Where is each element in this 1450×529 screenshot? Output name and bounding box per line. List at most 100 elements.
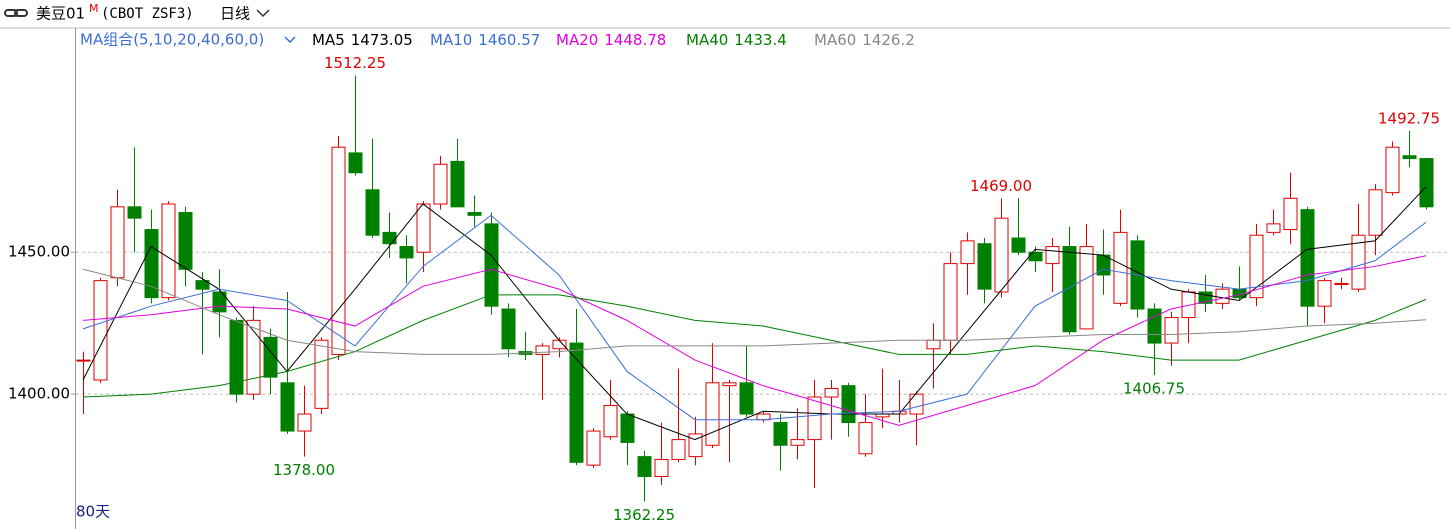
ma-name: MA60 xyxy=(814,31,856,49)
candle-body xyxy=(1062,246,1077,333)
candle-body xyxy=(416,203,431,253)
candle-body xyxy=(994,217,1009,293)
extreme-label: 1492.75 xyxy=(1378,109,1440,127)
candle-body xyxy=(620,413,635,443)
ma-line xyxy=(82,214,1427,421)
ma-last: 1448.78 xyxy=(604,31,666,49)
candle-body xyxy=(297,413,312,432)
ma-group[interactable]: MA组合(5,10,20,40,60,0) xyxy=(80,31,264,49)
candle-body xyxy=(909,393,924,415)
candle-body xyxy=(586,430,601,466)
candle-body xyxy=(314,339,329,409)
candle-body xyxy=(501,308,516,350)
ma-last: 1473.05 xyxy=(351,31,413,49)
candle-body xyxy=(365,189,380,236)
candle-body xyxy=(926,339,941,350)
extreme-label: 1362.25 xyxy=(613,506,675,524)
extreme-label: 1512.25 xyxy=(324,54,386,72)
candle-body xyxy=(144,229,159,299)
candle-body xyxy=(637,456,652,477)
ma-line xyxy=(82,294,1427,398)
candle-body xyxy=(943,263,958,341)
candle-body xyxy=(654,458,669,477)
symbol: 美豆01 xyxy=(36,5,85,23)
candle-body xyxy=(161,203,176,299)
candle-body xyxy=(178,212,193,270)
candle-body xyxy=(705,382,720,446)
extreme-label: 1378.00 xyxy=(273,461,335,479)
candle-body xyxy=(348,152,363,174)
candle-body xyxy=(841,385,856,424)
ma-legend: MA40 1433.4 xyxy=(686,31,787,49)
candle-body xyxy=(110,206,125,279)
candle-body xyxy=(484,223,499,307)
candle-body xyxy=(688,433,703,458)
candle-body xyxy=(1164,317,1179,344)
candle-body xyxy=(1283,197,1298,231)
ma-name: MA10 xyxy=(430,31,472,49)
ma-legend: MA20 1448.78 xyxy=(556,31,666,49)
candle-body xyxy=(1402,155,1417,160)
candle-body xyxy=(399,246,414,259)
candle-body xyxy=(739,382,754,415)
candle-body xyxy=(569,342,584,463)
candle-body xyxy=(1317,280,1332,307)
candle-body xyxy=(1334,282,1349,285)
candle-body xyxy=(450,160,465,208)
candle-body xyxy=(1351,234,1366,290)
period-selector[interactable]: 日线 xyxy=(220,5,250,23)
candle-body xyxy=(1368,189,1383,236)
candle-body xyxy=(1028,251,1043,262)
candle-body xyxy=(433,163,448,205)
candle-body xyxy=(331,146,346,355)
ma-name: MA5 xyxy=(312,31,345,49)
candle-body xyxy=(603,405,618,438)
candle-body xyxy=(1045,246,1060,265)
candle-body xyxy=(229,319,244,395)
candle-body xyxy=(246,319,261,395)
candle-body xyxy=(127,206,142,219)
candle-body xyxy=(467,212,482,216)
ma-last: 1426.2 xyxy=(862,31,915,49)
symbol-flag: M xyxy=(89,2,99,15)
ma-name: MA40 xyxy=(686,31,728,49)
ma-name: MA20 xyxy=(556,31,598,49)
period-dropdown[interactable] xyxy=(256,9,270,18)
candle-body xyxy=(671,439,686,460)
candle-body xyxy=(382,231,397,245)
candle-body xyxy=(195,280,210,290)
candle-body xyxy=(1385,146,1400,194)
candle-body xyxy=(807,396,822,441)
candle-body xyxy=(1011,237,1026,253)
candle-body xyxy=(1249,234,1264,299)
candle-body xyxy=(1079,246,1094,330)
candle-body xyxy=(1198,291,1213,304)
candle-body xyxy=(1266,223,1281,233)
candle-body xyxy=(280,382,295,432)
ma-legend: MA10 1460.57 xyxy=(430,31,540,49)
candle-body xyxy=(858,422,873,455)
symbol-code: (CBOT ZSF3) xyxy=(101,6,194,22)
ma-legend: MA60 1426.2 xyxy=(814,31,915,49)
y-tick-label: 1450.00 xyxy=(8,243,70,261)
candle-body xyxy=(1419,158,1434,208)
candle-body xyxy=(76,359,91,362)
extreme-label: 1406.75 xyxy=(1123,380,1185,398)
candle-body xyxy=(960,240,975,265)
candle-body xyxy=(824,387,839,398)
ma-last: 1460.57 xyxy=(478,31,540,49)
ma-line xyxy=(82,255,1427,426)
y-tick-label: 1400.00 xyxy=(8,385,70,403)
candle-body xyxy=(1215,288,1230,304)
candle-body xyxy=(790,439,805,446)
candle-body xyxy=(1300,209,1315,307)
candle-body xyxy=(1113,231,1128,304)
ma-dropdown[interactable] xyxy=(284,36,296,44)
ma-line xyxy=(82,268,1427,355)
candle-body xyxy=(722,382,737,387)
candle-body xyxy=(773,422,788,446)
link-icon[interactable] xyxy=(4,9,28,17)
